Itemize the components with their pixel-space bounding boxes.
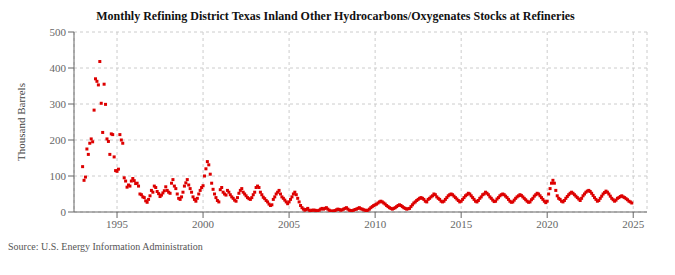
svg-text:2010: 2010 [364,218,387,230]
svg-text:100: 100 [50,170,67,182]
svg-text:2000: 2000 [192,218,215,230]
svg-text:400: 400 [50,62,67,74]
html-text:Source: U.S. Energy Informatio: Source: U.S. Energy Information Administ… [8,241,203,252]
svg-text:Thousand Barrels: Thousand Barrels [15,83,27,161]
svg-text:2025: 2025 [622,218,645,230]
svg-text:200: 200 [50,134,67,146]
svg-text:2005: 2005 [278,218,301,230]
svg-text:500: 500 [50,26,67,38]
svg-text:0: 0 [61,206,67,218]
svg-text:2020: 2020 [536,218,559,230]
svg-text:2015: 2015 [450,218,473,230]
svg-text:300: 300 [50,98,67,110]
html-text:Monthly Refining District Texa: Monthly Refining District Texas Inland O… [96,9,575,23]
svg-text:1995: 1995 [106,218,129,230]
